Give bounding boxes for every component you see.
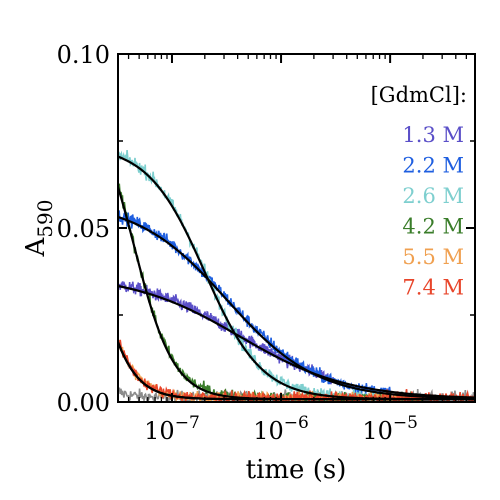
y-axis-title-main: A	[21, 236, 51, 257]
fit-curve-1-3M	[118, 284, 475, 399]
legend-entry-7-4M: 7.4 M	[402, 276, 464, 300]
tick-layer: 0.00 0.05 0.10 10−7 10−6 10−5	[57, 41, 475, 445]
fit-layer	[118, 155, 475, 401]
legend: [GdmCl]: 1.3 M 2.2 M 2.6 M 4.2 M 5.5 M 7.4 M	[371, 83, 467, 300]
legend-entry-1-3M: 1.3 M	[402, 123, 464, 147]
y-axis-title-subscript: 590	[33, 200, 57, 238]
x-tick-label: 10−7	[144, 413, 200, 445]
legend-entry-2-2M: 2.2 M	[402, 154, 464, 178]
x-tick-label: 10−6	[253, 413, 309, 445]
legend-entry-2-6M: 2.6 M	[402, 184, 464, 208]
y-tick-label: 0.00	[57, 389, 110, 417]
y-axis-title: A590	[21, 200, 57, 258]
series-2-2M	[118, 210, 391, 401]
x-tick-label: 10−5	[362, 413, 418, 445]
legend-entry-5-5M: 5.5 M	[402, 245, 464, 269]
legend-title: [GdmCl]:	[371, 83, 467, 107]
x-axis-title: time (s)	[246, 455, 347, 485]
y-tick-label: 0.05	[57, 215, 110, 243]
y-tick-label: 0.10	[57, 41, 110, 69]
fit-curve-2-2M	[118, 215, 475, 400]
legend-entry-4-2M: 4.2 M	[402, 215, 464, 239]
fit-curve-7-4M	[118, 341, 475, 401]
